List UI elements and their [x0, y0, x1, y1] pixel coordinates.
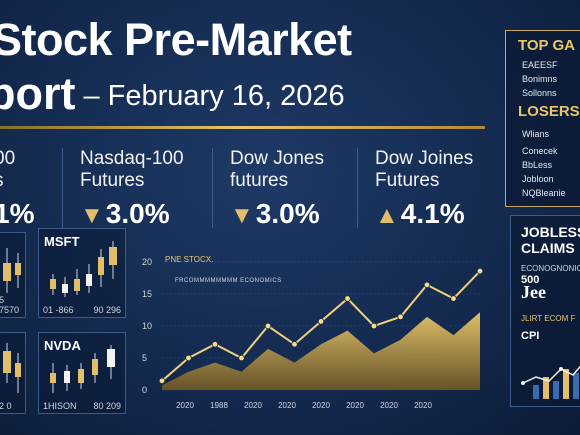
econ-line: JLIRT ECOM F: [521, 314, 576, 323]
x-tick-label: 2020: [380, 401, 398, 410]
candles-icon: [3, 248, 21, 293]
candles-icon: [50, 241, 117, 297]
x-tick-label: 2020: [278, 401, 296, 410]
candles-icon: [3, 343, 21, 393]
mini-chart-nvda: NVDA 1HISON 80 209: [38, 332, 126, 414]
econ-title-2: CLAIMS: [521, 240, 575, 256]
data-point: [211, 341, 219, 348]
divider: [62, 148, 63, 228]
divider: [357, 148, 358, 228]
data-point: [158, 377, 166, 385]
x-tick-label: 2020: [176, 401, 194, 410]
econ-figure-2: Jee: [521, 282, 546, 302]
list-item: Jobloon: [522, 174, 554, 184]
data-point: [291, 341, 298, 348]
futures-name-2: futures: [230, 170, 289, 191]
futures-card-dow: Dow Jones futures ▼3.0%: [230, 148, 350, 230]
futures-card-1: 00 s 1%: [0, 148, 114, 230]
x-tick-label: 2020: [414, 401, 432, 410]
mini-foot-left: 2 0: [0, 401, 12, 411]
mini-chart-1: 5 7570: [0, 232, 26, 318]
x-tick-label: 1988: [210, 401, 228, 410]
futures-name-2: s: [0, 170, 114, 192]
futures-card-nasdaq: Nasdaq-100 Futures ▼3.0%: [80, 148, 200, 230]
y-tick-label: 10: [142, 321, 152, 331]
data-point: [264, 322, 272, 330]
futures-name-2: Futures: [375, 170, 440, 191]
data-point: [450, 295, 457, 302]
report-title-line2: port – February 16, 2026: [0, 68, 345, 120]
main-chart-label: PNE STOCX.: [165, 255, 214, 264]
x-tick-label: 2020: [244, 401, 262, 410]
mini-ticker: MSFT: [44, 234, 80, 249]
cpi-chart-icon: [521, 365, 580, 399]
data-point: [317, 318, 325, 325]
econ-panel: JOBLESS CLAIMS ECONOGNONICE 500 Jee JLIR…: [510, 215, 580, 407]
list-item: EAEESF: [522, 60, 558, 70]
top-gainers-title: TOP GA: [518, 37, 575, 54]
mini-chart-msft: MSFT 01 -866 90 296: [38, 228, 126, 318]
arrow-up-icon: ▲: [375, 202, 399, 229]
mini-ticker: NVDA: [44, 338, 81, 353]
data-point: [370, 322, 378, 330]
econ-title-1: JOBLESS: [521, 224, 580, 240]
list-item: Wlians: [522, 129, 550, 139]
list-item: Conecek: [522, 146, 558, 156]
gold-divider: [0, 126, 485, 129]
data-point: [185, 354, 192, 362]
main-chart-svg: 20 15 10 5 0 2020 1988 2020 2020 2020 2020 2020 2020: [142, 257, 484, 410]
futures-value: ▼3.0%: [80, 198, 170, 229]
y-tick-label: 5: [142, 353, 147, 363]
divider: [212, 148, 213, 228]
area-series: [162, 312, 480, 390]
mini-foot-left: 1HISON: [43, 401, 77, 411]
list-item: NQBleanie: [522, 188, 566, 198]
futures-card-dow-2: Dow Joines Futures ▲4.1%: [375, 148, 495, 230]
futures-name: Nasdaq-100: [80, 148, 184, 169]
y-tick-label: 20: [142, 257, 152, 267]
cpi-label: CPI: [521, 330, 540, 342]
futures-name: Dow Joines: [375, 148, 474, 169]
futures-value: ▼3.0%: [230, 198, 320, 229]
futures-value: ▲4.1%: [375, 198, 465, 229]
data-point: [423, 281, 431, 289]
futures-name: 00: [0, 148, 16, 169]
futures-name: Dow Jones: [230, 148, 324, 169]
candles-icon: [50, 345, 115, 393]
report-title-word: port: [0, 68, 76, 119]
futures-name-2: Futures: [80, 170, 145, 191]
x-tick-label: 2020: [346, 401, 364, 410]
mini-foot-left: 01 -866: [43, 305, 74, 315]
futures-value: 1%: [0, 198, 35, 229]
mini-foot-right: 90 296: [93, 305, 121, 315]
data-point: [344, 295, 351, 302]
y-tick-label: 0: [142, 385, 147, 395]
arrow-down-icon: ▼: [80, 202, 104, 229]
list-item: Sollonns: [522, 88, 557, 98]
mini-foot-right: 80 209: [93, 401, 121, 411]
econ-figure: 500: [521, 274, 540, 286]
x-tick-label: 2020: [312, 401, 330, 410]
mini-foot-left: 5 7570: [0, 295, 20, 315]
y-tick-label: 15: [142, 289, 152, 299]
data-point: [397, 313, 404, 321]
report-title-line1: Stock Pre-Market: [0, 14, 352, 65]
list-item: BbLess: [522, 160, 553, 170]
list-item: Bonimns: [522, 74, 558, 84]
main-chart-subtitle: FRCOMMMMMMMM ECONOMICS: [175, 278, 282, 284]
losers-title: LOSERS: [518, 103, 580, 120]
report-date: – February 16, 2026: [83, 80, 345, 112]
econ-subtitle: ECONOGNONICE: [521, 264, 580, 273]
data-point: [238, 354, 245, 362]
gainers-losers-panel: TOP GA EAEESF Bonimns Sollonns LOSERS Wl…: [505, 30, 580, 207]
main-chart: 20 15 10 5 0 2020 1988 2020 2020 2020 2020 2020 2020: [140, 250, 485, 415]
arrow-down-icon: ▼: [230, 202, 254, 229]
mini-chart-3: 2 0: [0, 332, 26, 414]
data-point: [476, 267, 484, 275]
